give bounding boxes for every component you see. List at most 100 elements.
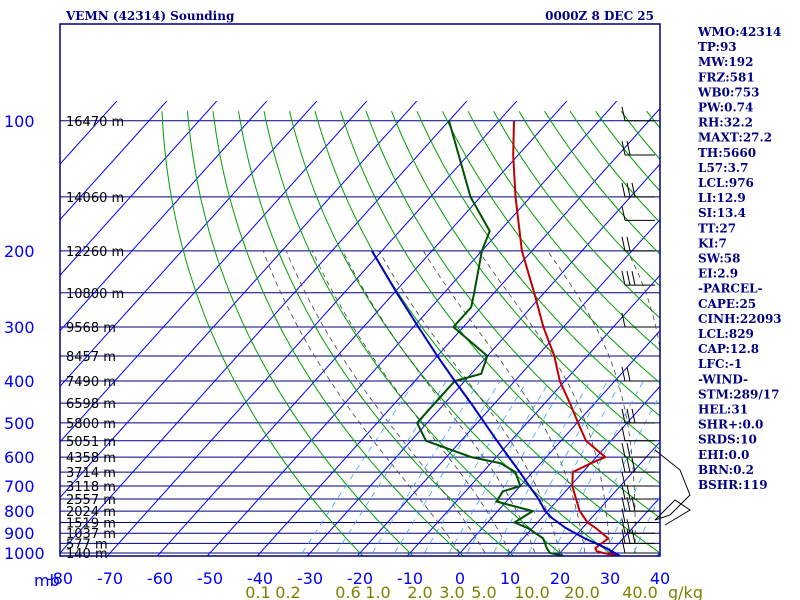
mixing-ratio-tick-label: 0.1 bbox=[245, 583, 270, 600]
dry-adiabat-line bbox=[365, 111, 660, 485]
wind-barb-feather bbox=[631, 408, 636, 423]
mixing-ratio-line bbox=[370, 380, 481, 556]
isotherm-line bbox=[60, 100, 318, 388]
index-entry: MAXT:27.2 bbox=[698, 131, 772, 145]
grid-layer bbox=[60, 100, 660, 556]
dry-adiabat-line bbox=[442, 110, 660, 384]
dry-adiabat-line bbox=[340, 111, 660, 519]
wind-barb-feather bbox=[621, 497, 626, 512]
hodograph-trace bbox=[654, 449, 691, 526]
dry-adiabat-line bbox=[467, 110, 660, 351]
temperature-tick-label: -40 bbox=[247, 569, 273, 588]
dry-adiabat-line bbox=[391, 111, 660, 451]
index-entry: L57:3.7 bbox=[698, 161, 748, 175]
dewpoint-curve bbox=[415, 120, 563, 556]
height-label: 6598 m bbox=[66, 397, 116, 412]
index-entry: HEL:31 bbox=[698, 403, 748, 417]
wind-barb-feather bbox=[621, 529, 626, 544]
wind-barb-feather bbox=[621, 408, 626, 423]
index-entry: BRN:0.2 bbox=[698, 463, 754, 477]
wind-barb-feather bbox=[621, 366, 626, 382]
temperature-tick-label: -80 bbox=[47, 569, 73, 588]
plot-frame bbox=[59, 23, 661, 557]
wind-barb-feather bbox=[626, 408, 631, 423]
moist-adiabat-line bbox=[547, 250, 636, 553]
index-entry: STM:289/17 bbox=[698, 387, 779, 401]
wind-barb-feather bbox=[621, 519, 626, 534]
wind-barb-feather bbox=[626, 366, 631, 382]
index-entry: FRZ:581 bbox=[698, 70, 755, 84]
index-entry: TT:27 bbox=[698, 221, 736, 235]
index-entry: PW:0.74 bbox=[698, 101, 753, 115]
height-label: 140 m bbox=[66, 547, 108, 562]
wind-barb-feather bbox=[621, 312, 626, 328]
isotherm-line bbox=[60, 100, 268, 332]
pressure-tick-label: 1000 bbox=[4, 544, 45, 563]
height-labels: 16470 m 14060 m 12260 m 10800 m 9568 m 8457 m… bbox=[66, 115, 124, 562]
moist-adiabat-line bbox=[312, 250, 511, 554]
wind-barb-feather bbox=[626, 458, 631, 473]
index-entry: CINH:22093 bbox=[698, 312, 782, 326]
mixing-ratio-line bbox=[446, 380, 550, 556]
wind-barb-feather bbox=[621, 271, 626, 286]
isotherm-line bbox=[60, 100, 168, 221]
wind-barbs bbox=[621, 106, 691, 554]
dry-adiabat-line bbox=[289, 111, 615, 556]
height-label: 5800 m bbox=[66, 417, 116, 432]
height-label: 4358 m bbox=[66, 451, 116, 466]
sounding-curves bbox=[371, 120, 621, 556]
isotherm-line bbox=[306, 163, 660, 556]
pressure-tick-label: 100 bbox=[4, 112, 35, 131]
wind-barb-feather bbox=[626, 529, 631, 544]
mixing-ratio-tick-label: 40.0 bbox=[622, 583, 658, 600]
wind-barb-feather bbox=[621, 140, 626, 156]
isotherm-line bbox=[106, 100, 518, 556]
mixing-ratio-tick-label: 10.0 bbox=[514, 583, 550, 600]
mixing-ratio-line bbox=[299, 380, 416, 556]
index-entry: CAP:12.8 bbox=[698, 342, 759, 356]
index-entry: -PARCEL- bbox=[698, 282, 763, 296]
wind-barb-feather bbox=[631, 271, 636, 286]
index-entry: EI:2.9 bbox=[698, 267, 738, 281]
wind-barb-feather bbox=[626, 443, 631, 458]
wind-barb-feather bbox=[626, 271, 631, 286]
height-label: 1037 m bbox=[66, 527, 116, 542]
index-entry: KI:7 bbox=[698, 236, 727, 250]
temperature-tick-label: 40 bbox=[650, 569, 670, 588]
mixing-ratio-tick-label: 20.0 bbox=[564, 583, 600, 600]
mixing-ratio-line bbox=[491, 380, 591, 556]
moist-adiabat-line bbox=[262, 250, 461, 554]
mixing-ratio-tick-label: 3.0 bbox=[439, 583, 464, 600]
height-label: 8457 m bbox=[66, 350, 116, 365]
index-entry: CAPE:25 bbox=[698, 297, 756, 311]
parcel-curve bbox=[371, 250, 621, 556]
height-label: 14060 m bbox=[66, 191, 124, 206]
height-label: 7490 m bbox=[66, 375, 116, 390]
wind-barb-feather bbox=[626, 140, 631, 156]
mixing-ratio-line bbox=[550, 380, 644, 556]
index-entry: TH:5660 bbox=[698, 146, 756, 160]
temperature-tick-label: 20 bbox=[550, 569, 570, 588]
index-entry: TP:93 bbox=[698, 40, 737, 54]
wind-barb-feather bbox=[626, 236, 631, 252]
isotherm-line bbox=[60, 100, 468, 554]
temperature-tick-label: -10 bbox=[397, 569, 423, 588]
index-entry: LCL:829 bbox=[698, 327, 754, 341]
height-label: 3714 m bbox=[66, 466, 116, 481]
wind-barb-feather bbox=[631, 458, 636, 473]
height-label: 2557 m bbox=[66, 493, 116, 508]
temperature-tick-label: -30 bbox=[297, 569, 323, 588]
pressure-tick-label: 200 bbox=[4, 242, 35, 261]
dry-adiabat-line bbox=[187, 111, 414, 556]
height-label: 9568 m bbox=[66, 321, 116, 336]
pressure-tick-label: 900 bbox=[4, 524, 35, 543]
temperature-tick-label: -50 bbox=[197, 569, 223, 588]
temperature-tick-label: -20 bbox=[347, 569, 373, 588]
wind-barb-feather bbox=[621, 106, 626, 121]
mixing-ratio-tick-label: 0.6 bbox=[335, 583, 360, 600]
pressure-tick-label: 600 bbox=[4, 448, 35, 467]
wind-barb-feather bbox=[626, 484, 631, 500]
moist-adiabat-line bbox=[378, 250, 561, 554]
index-entry: SW:58 bbox=[698, 252, 740, 266]
